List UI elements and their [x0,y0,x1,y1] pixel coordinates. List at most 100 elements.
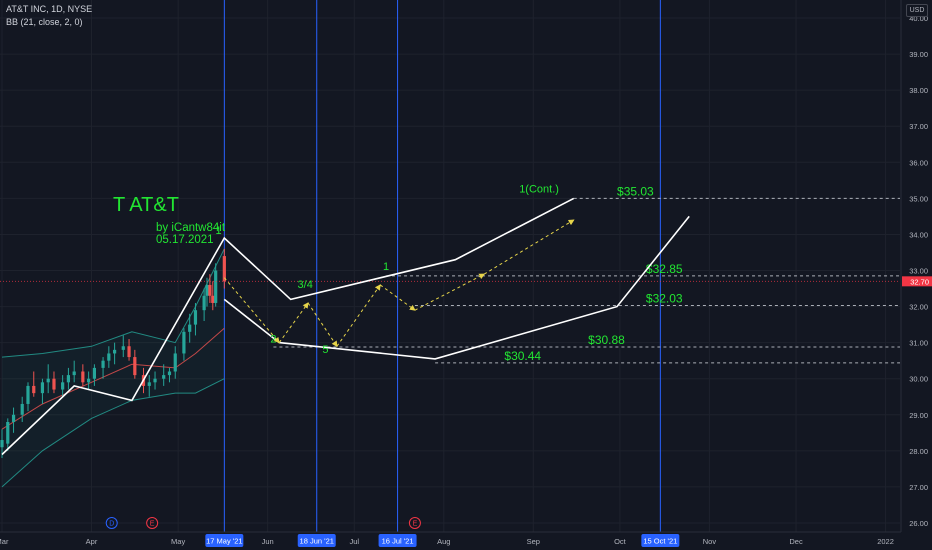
candle-body [133,357,137,376]
price-level-label: $30.88 [588,333,625,347]
candle-body [202,295,206,311]
month-label: 2022 [877,537,894,546]
candle-body [92,367,96,379]
price-tick-label: 40.00 [909,14,928,23]
candle-body [222,256,226,282]
candle-body [52,378,56,390]
month-label: Sep [527,537,540,546]
price-tick-label: 34.00 [909,230,928,239]
projection-segment [379,284,416,311]
time-axis[interactable]: Mar Apr May Jun Jul Aug Sep Oct Nov Dec 2022 17 May… [0,531,932,550]
wave-label: 1 [383,261,389,273]
date-badge [297,534,336,547]
annotations: 1 2 3/4 5 1 1(Cont.) T AT&T by iCantw84it05.17.… [113,184,559,357]
date-badge-label: 17 May '21 [206,537,242,546]
price-tick-label: 26.00 [909,519,928,528]
month-label: Jul [349,537,359,546]
wave-label: 2 [270,333,276,345]
month-label: May [171,537,185,546]
bb-basis-line [1,327,225,430]
price-tick-label: 30.00 [909,375,928,384]
event-marker [105,517,118,529]
upper-wave [1,197,575,456]
candle-body [113,349,117,354]
price-tick-label: 28.00 [909,447,928,456]
wave-label: 1(Cont.) [519,184,559,196]
month-label: Mar [0,537,9,546]
candle-body [193,310,198,325]
chart-subtitle: 05.17.2021 [156,234,214,246]
candle-body [61,382,65,390]
candle-body [20,403,24,415]
highlight-vertical-lines [223,0,661,532]
price-tick-label: 32.00 [909,303,928,312]
price-level-label: $35.03 [617,184,654,198]
date-badge-label: 15 Oct '21 [643,537,677,546]
price-level-label: $32.03 [646,291,683,305]
price-tick-label: 36.00 [909,158,928,167]
current-price-badge [902,276,932,287]
price-level-lines: $35.03 $32.85 $32.03 $30.88 $30.44 [0,184,900,364]
event-marker-label: D [109,521,114,528]
price-tick-label: 38.00 [909,86,928,95]
month-label: Jun [262,537,274,546]
candle-body [72,371,76,376]
month-label: Aug [437,537,450,546]
projection-arrows [223,219,575,348]
projection-segment [307,302,338,348]
month-label: Dec [789,537,803,546]
candle-body [0,440,4,448]
wave-lines [1,197,690,456]
candle-body [107,353,111,361]
chart-title: T AT&T [113,194,179,216]
event-marker-label: E [413,521,418,528]
price-tick-label: 29.00 [909,411,928,420]
projection-segment [414,273,486,311]
month-label: Apr [86,537,98,546]
current-price-label: 32.70 [910,277,929,286]
grid [0,0,900,532]
candle-body [127,346,131,358]
price-tick-label: 39.00 [909,50,928,59]
candle-body [81,371,85,383]
event-marker [408,517,421,529]
date-badge-label: 18 Jun '21 [300,537,334,546]
event-marker [146,517,159,529]
candle-body [208,284,212,296]
candle-body [121,346,125,350]
wave-label: 3/4 [298,279,313,291]
price-axis[interactable]: 26.00 27.00 28.00 29.00 30.00 31.00 32.00 33.00… [900,0,932,550]
price-level-label: $32.85 [646,262,683,276]
price-tick-label: 31.00 [909,339,928,348]
candle-body [162,375,166,379]
candle-body [147,382,151,386]
month-label: Nov [703,537,717,546]
symbol-line: AT&T INC, 1D, NYSE [6,4,93,14]
price-tick-label: 33.00 [909,267,928,276]
indicator-line[interactable]: BB (21, close, 2, 0) [6,17,83,27]
candle-body [26,385,30,404]
wave-label: 1 [215,225,221,237]
month-label: Oct [614,537,627,546]
candle-body [66,375,71,383]
candle-body [214,270,218,303]
projection-segment [278,302,309,343]
candle-body [153,378,157,383]
candle-body [182,331,186,354]
price-tick-label: 27.00 [909,483,928,492]
candle-body [11,414,16,422]
candle-body [32,385,36,394]
price-tick-label: 37.00 [909,122,928,131]
date-badge [641,534,680,547]
candle-body [205,284,209,296]
currency-button[interactable]: USD [906,4,928,17]
event-marker-label: E [150,521,155,528]
candle-body [40,382,45,394]
price-axis-bg [901,0,932,550]
candle-body [188,324,192,332]
date-badge [378,534,417,547]
projection-segment [336,284,381,347]
wave-label: 5 [322,344,328,356]
